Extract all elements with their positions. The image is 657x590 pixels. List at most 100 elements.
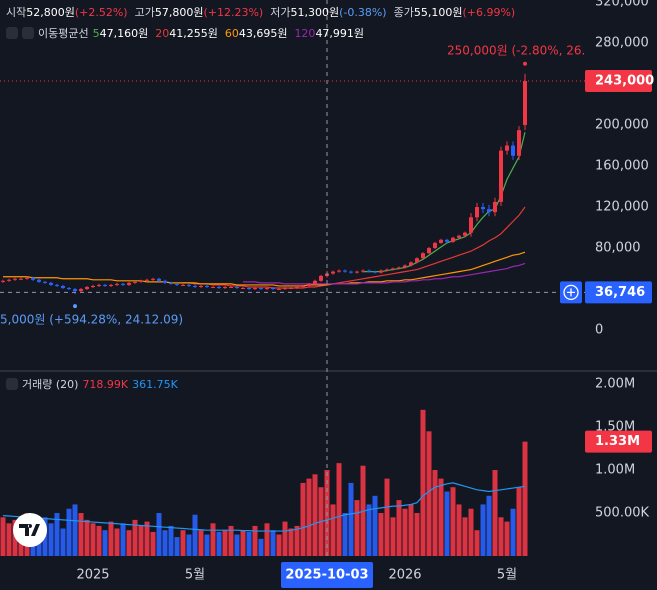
candle-body xyxy=(175,283,179,285)
candle-body xyxy=(313,280,317,284)
candle-body xyxy=(67,288,71,290)
candle-body xyxy=(55,284,59,286)
y-tick-label: 160,000 xyxy=(595,159,649,174)
visibility-icon[interactable] xyxy=(6,378,18,390)
crosshair-time-label: 2025-10-03 xyxy=(285,568,368,583)
volume-bar xyxy=(342,513,348,557)
candle-body xyxy=(463,232,467,236)
candle-body xyxy=(13,278,17,280)
candle-body xyxy=(169,282,173,284)
ohlc-label: 저가 xyxy=(270,6,291,19)
close-icon[interactable] xyxy=(22,27,34,39)
candle-body xyxy=(487,209,491,213)
ohlc-legend: 시작52,800원(+2.52%) 고가57,800원(+12.23%) 저가51,… xyxy=(6,4,518,20)
volume-value: 718.99K xyxy=(82,377,129,391)
volume-bar xyxy=(372,495,378,557)
y-tick-label: 200,000 xyxy=(595,118,649,133)
last-price-label-box xyxy=(585,69,652,92)
visibility-icon[interactable] xyxy=(6,27,18,39)
volume-bar xyxy=(246,531,252,557)
volume-bar xyxy=(234,534,240,557)
volume-bar xyxy=(240,530,246,557)
candle-body xyxy=(505,145,509,151)
candle-body xyxy=(319,275,323,281)
candle-body xyxy=(199,285,203,287)
candle-body xyxy=(163,280,167,283)
candle-body xyxy=(97,284,101,286)
volume-bar xyxy=(270,530,276,557)
volume-tick-label: 2.00M xyxy=(595,377,635,392)
volume-bar xyxy=(420,409,426,557)
candle-body xyxy=(361,270,365,272)
volume-bar xyxy=(462,517,468,557)
ma-value: 47,160원 xyxy=(99,27,149,40)
candle-body xyxy=(511,145,515,156)
ma-line xyxy=(243,262,526,285)
ohlc-value: 51,300원 xyxy=(290,6,340,19)
volume-bar xyxy=(468,508,474,557)
candle-body xyxy=(259,288,263,290)
volume-bar xyxy=(522,441,528,557)
volume-bar xyxy=(150,531,156,557)
y-tick-label: 320,000 xyxy=(595,0,649,10)
add-icon xyxy=(567,288,575,297)
candle-body xyxy=(385,269,389,271)
volume-tick-label: 1.00M xyxy=(595,463,635,478)
candle-body xyxy=(103,284,107,286)
candle-body xyxy=(439,239,443,243)
candle-body xyxy=(205,285,209,287)
volume-bar xyxy=(0,517,6,557)
volume-bar xyxy=(78,513,84,557)
candle-body xyxy=(241,288,245,290)
ma-item: 2041,255원 xyxy=(155,25,218,41)
candle-body xyxy=(349,271,353,273)
volume-bar xyxy=(66,508,72,557)
volume-bar xyxy=(222,530,228,557)
volume-tick-label: 500.00K xyxy=(595,506,649,521)
volume-bar xyxy=(252,525,258,557)
candle-body xyxy=(115,283,119,285)
volume-bar xyxy=(480,504,486,557)
candle-body xyxy=(337,270,341,272)
candle-body xyxy=(397,267,401,269)
x-tick-label: 2026 xyxy=(388,568,421,583)
volume-bar xyxy=(384,478,390,557)
ma-value: 41,255원 xyxy=(169,27,218,40)
last-volume-label: 1.33M xyxy=(595,434,640,449)
volume-bar xyxy=(186,534,192,557)
volume-legend: 거래량 (20) 718.99K 361.75K xyxy=(6,376,178,392)
volume-bar xyxy=(108,521,114,557)
candle-body xyxy=(409,262,413,266)
volume-bar xyxy=(510,508,516,557)
candle-body xyxy=(193,285,197,287)
volume-bar xyxy=(402,508,408,557)
volume-bar xyxy=(120,523,126,557)
volume-bar xyxy=(354,500,360,557)
volume-bar xyxy=(168,525,174,557)
volume-bar xyxy=(300,482,306,557)
volume-bar xyxy=(366,504,372,557)
candle-body xyxy=(265,288,269,290)
candle-body xyxy=(523,80,527,126)
volume-bar xyxy=(156,513,162,557)
candle-body xyxy=(373,271,377,273)
ma-period: 120 xyxy=(294,27,316,40)
candle-body xyxy=(7,279,11,281)
volume-bar xyxy=(444,491,450,557)
volume-bar xyxy=(60,528,66,557)
volume-bar xyxy=(102,530,108,557)
candle-body xyxy=(445,239,449,242)
volume-bar xyxy=(390,517,396,557)
candle-body xyxy=(151,278,155,280)
candle-body xyxy=(415,258,419,263)
low-marker xyxy=(73,304,77,309)
candle-body xyxy=(277,289,281,291)
ohlc-change: (-0.38%) xyxy=(339,6,387,19)
candle-body xyxy=(229,286,233,288)
candle-body xyxy=(283,288,287,290)
candle-body xyxy=(37,279,41,282)
ohlc-change: (+6.99%) xyxy=(462,6,516,19)
candle-body xyxy=(79,289,83,292)
